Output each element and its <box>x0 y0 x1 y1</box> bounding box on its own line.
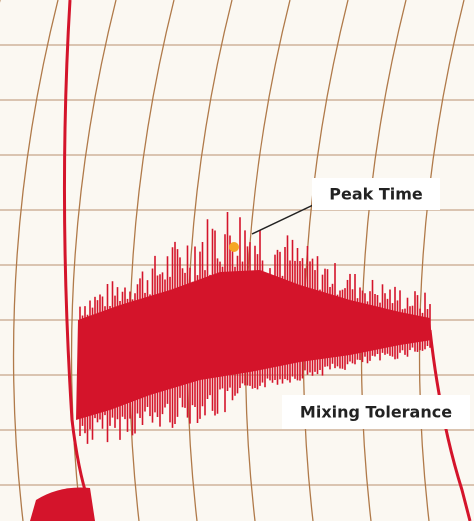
base-blot <box>30 487 95 521</box>
peak-dot <box>229 242 239 252</box>
grid-arc <box>12 0 59 521</box>
grid-arc <box>418 0 465 521</box>
label-box <box>312 178 440 210</box>
red-trace <box>30 0 472 521</box>
label-box <box>282 395 470 429</box>
grid-arc <box>70 0 117 521</box>
grid-arc <box>360 0 407 521</box>
grid-arc <box>244 0 291 521</box>
grid-arc <box>186 0 233 521</box>
annotation-label: Peak Time <box>329 185 423 204</box>
grid-arc <box>128 0 175 521</box>
left-trace-line <box>62 0 90 501</box>
annotation-label: Mixing Tolerance <box>300 403 452 422</box>
